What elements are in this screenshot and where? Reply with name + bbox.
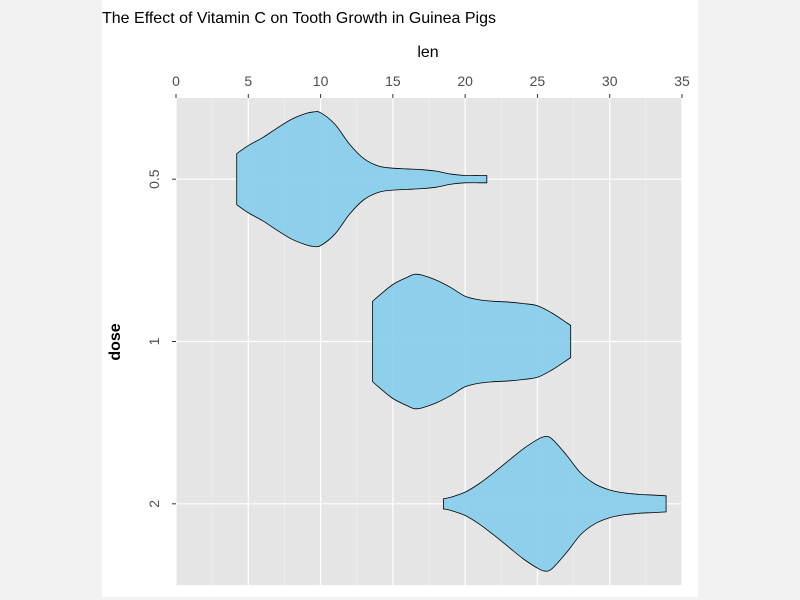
x-tick-label: 15 xyxy=(385,73,401,89)
x-tick-label: 0 xyxy=(172,73,180,89)
y-axis-label: dose xyxy=(107,323,124,360)
chart-title: The Effect of Vitamin C on Tooth Growth … xyxy=(102,10,496,27)
violin-1 xyxy=(372,273,572,410)
y-tick-label: 2 xyxy=(146,500,162,508)
x-tick-label: 25 xyxy=(530,73,546,89)
x-tick-label: 35 xyxy=(674,73,690,89)
x-axis-label: len xyxy=(417,44,438,61)
y-tick-label: 0.5 xyxy=(146,169,162,189)
violin-0-5 xyxy=(236,111,488,248)
chart-figure: The Effect of Vitamin C on Tooth Growth … xyxy=(102,0,698,597)
axis-ticks: 0 5 10 15 20 25 30 35 0.5 1 2 xyxy=(146,73,690,508)
y-tick-label: 1 xyxy=(146,337,162,345)
violin-2 xyxy=(443,436,667,572)
x-tick-label: 30 xyxy=(602,73,618,89)
x-tick-label: 20 xyxy=(457,73,473,89)
violin-chart: The Effect of Vitamin C on Tooth Growth … xyxy=(102,10,690,585)
violins xyxy=(236,111,667,572)
x-tick-label: 5 xyxy=(244,73,252,89)
x-tick-label: 10 xyxy=(313,73,329,89)
